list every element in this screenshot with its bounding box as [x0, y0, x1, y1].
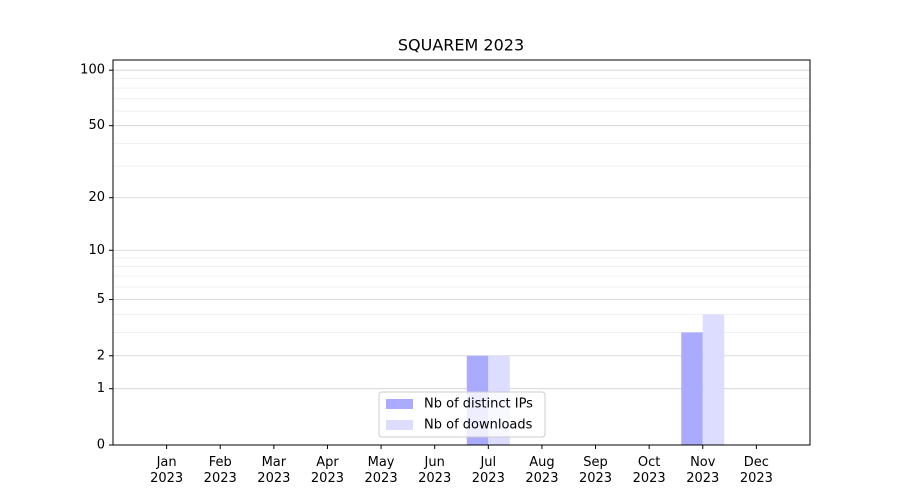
x-tick-label: Jun 2023 — [418, 455, 451, 486]
y-tick-label: 0 — [97, 438, 105, 453]
chart-title: SQUAREM 2023 — [398, 36, 524, 55]
x-tick-label: Apr 2023 — [311, 455, 344, 486]
x-tick-label: May 2023 — [365, 455, 398, 486]
y-tick-label: 5 — [97, 292, 105, 307]
legend-box — [378, 391, 546, 438]
x-tick-label: Jan 2023 — [150, 455, 183, 486]
y-tick-label: 20 — [88, 190, 105, 205]
x-tick-label: Aug 2023 — [525, 455, 558, 486]
y-tick-label: 100 — [80, 63, 105, 78]
x-tick-label: Nov 2023 — [686, 455, 719, 486]
bar — [702, 314, 725, 445]
y-tick-label: 1 — [97, 381, 105, 396]
y-tick-label: 50 — [88, 118, 105, 133]
legend: Nb of distinct IPs Nb of downloads — [378, 391, 546, 438]
x-tick-label: Oct 2023 — [633, 455, 666, 486]
y-tick-label: 10 — [88, 243, 105, 258]
legend-label: Nb of distinct IPs — [424, 397, 533, 412]
legend-label: Nb of downloads — [424, 418, 533, 433]
x-tick-label: Mar 2023 — [257, 455, 290, 486]
x-tick-label: Feb 2023 — [204, 455, 237, 486]
bar — [681, 332, 703, 445]
x-tick-label: Dec 2023 — [740, 455, 773, 486]
legend-swatch — [386, 399, 413, 409]
x-tick-label: Jul 2023 — [472, 455, 505, 486]
y-tick-label: 2 — [97, 348, 105, 363]
x-tick-label: Sep 2023 — [579, 455, 612, 486]
plot-frame — [112, 59, 811, 446]
legend-swatch — [386, 420, 413, 430]
